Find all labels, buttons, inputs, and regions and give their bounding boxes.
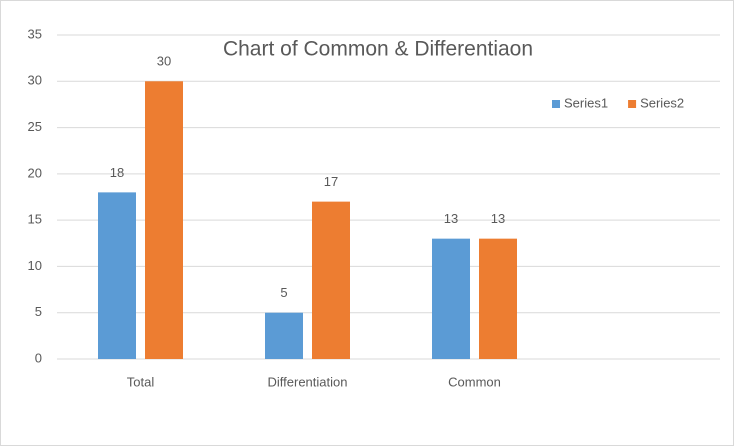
data-label: 30 xyxy=(157,54,171,69)
bar xyxy=(98,192,136,359)
bar xyxy=(432,239,470,359)
legend-swatch xyxy=(628,100,636,108)
legend-label: Series2 xyxy=(640,95,684,110)
data-label: 18 xyxy=(110,165,124,180)
y-tick-label: 15 xyxy=(28,212,42,227)
y-tick-label: 35 xyxy=(28,26,42,41)
y-tick-label: 10 xyxy=(28,258,42,273)
bar xyxy=(479,239,517,359)
legend-label: Series1 xyxy=(564,95,608,110)
y-tick-label: 0 xyxy=(35,350,42,365)
chart-title: Chart of Common & Differentiaon xyxy=(223,38,533,61)
chart: Chart of Common & Differentiaon 0 5 10 15 20… xyxy=(0,0,734,446)
y-tick-label: 25 xyxy=(28,119,42,134)
y-tick-label: 5 xyxy=(35,304,42,319)
y-tick-label: 30 xyxy=(28,73,42,88)
bar xyxy=(312,202,350,359)
x-tick-label: Differentiation xyxy=(268,374,348,389)
bar xyxy=(145,81,183,359)
x-tick-label: Total xyxy=(127,374,155,389)
y-tick-label: 20 xyxy=(28,165,42,180)
legend-swatch xyxy=(552,100,560,108)
data-label: 13 xyxy=(491,211,505,226)
data-label: 13 xyxy=(444,211,458,226)
data-label: 17 xyxy=(324,174,338,189)
data-label: 5 xyxy=(280,285,287,300)
x-tick-label: Common xyxy=(448,374,501,389)
bar xyxy=(265,313,303,359)
